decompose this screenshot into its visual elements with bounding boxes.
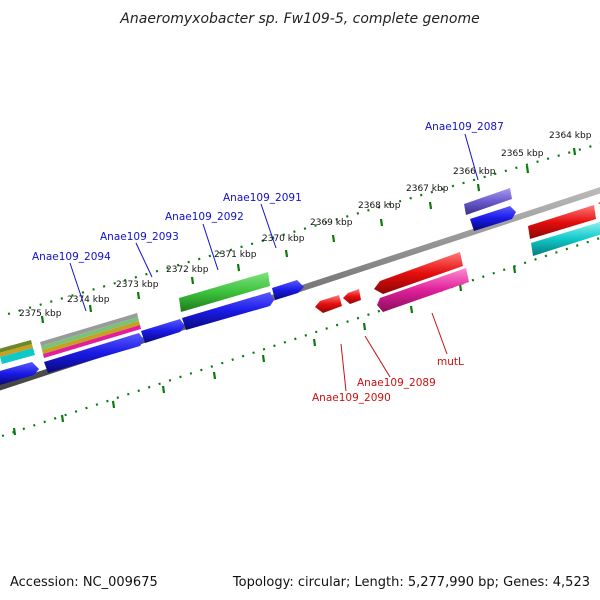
scale-label: 2374 kbp: [67, 295, 110, 305]
gene-blue-2092-inner[interactable]: [182, 292, 274, 330]
gene-label-anae109-2093: Anae109_2093: [100, 231, 179, 243]
forward-scale-ticks: [7, 142, 600, 316]
gene-label-anae109-2089: Anae109_2089: [357, 377, 436, 389]
scale-labels: 2364 kbp 2365 kbp 2366 kbp 2367 kbp 2368…: [19, 131, 592, 319]
gene-anae109-2087[interactable]: [464, 188, 512, 215]
gene-anae109-2090[interactable]: [315, 295, 342, 313]
gene-multicolor-2094-c[interactable]: [42, 321, 140, 354]
gene-anae109-2089[interactable]: [343, 289, 361, 304]
gene-blue-2091[interactable]: [272, 280, 304, 300]
gene-label-mutl: mutL: [437, 356, 464, 368]
scale-label: 2365 kbp: [501, 149, 544, 159]
scale-label: 2373 kbp: [116, 280, 159, 290]
gene-left-edge-stack-b[interactable]: [0, 344, 33, 357]
scale-label: 2368 kbp: [358, 201, 401, 211]
gene-left-edge-stack[interactable]: [0, 340, 32, 353]
gene-multicolor-2094-d[interactable]: [43, 325, 141, 358]
gene-blue-2094-inner[interactable]: [44, 333, 144, 373]
scale-label: 2367 kbp: [406, 184, 449, 194]
gene-cyan-right-edge[interactable]: [531, 222, 600, 256]
gene-blue-2093[interactable]: [141, 319, 185, 343]
gene-green-2092[interactable]: [179, 272, 270, 312]
scale-label: 2366 kbp: [453, 167, 496, 177]
scale-label: 2364 kbp: [549, 131, 592, 141]
map-title: Anaeromyxobacter sp. Fw109-5, complete g…: [119, 11, 479, 27]
gene-blue-2087-inner[interactable]: [470, 206, 516, 231]
scale-label: 2375 kbp: [19, 309, 62, 319]
gene-label-anae109-2090: Anae109_2090: [312, 392, 391, 404]
gene-label-anae109-2092: Anae109_2092: [165, 211, 244, 223]
gene-multicolor-2094[interactable]: [40, 313, 138, 346]
gene-blue-left-edge[interactable]: [0, 362, 39, 385]
scale-label: 2370 kbp: [262, 234, 305, 244]
gene-label-anae109-2094: Anae109_2094: [32, 251, 111, 263]
gene-left-edge-stack-c[interactable]: [0, 348, 35, 364]
gene-red-right-edge[interactable]: [528, 205, 596, 239]
scale-label: 2372 kbp: [166, 265, 209, 275]
accession-text: Accession: NC_009675: [10, 575, 158, 590]
gene-label-anae109-2091: Anae109_2091: [223, 192, 302, 204]
gene-label-anae109-2087: Anae109_2087: [425, 121, 504, 133]
gene-multicolor-2094-b[interactable]: [41, 317, 139, 350]
genome-summary-text: Topology: circular; Length: 5,277,990 bp…: [232, 575, 590, 590]
forward-gene-labels: [69, 133, 479, 312]
gene-mutl[interactable]: [377, 268, 469, 312]
reverse-gene-labels: [340, 312, 448, 392]
reverse-major-ticks: [12, 265, 517, 436]
forward-major-ticks: [40, 147, 577, 324]
scale-label: 2371 kbp: [214, 250, 257, 260]
gene-red-mutl-upper[interactable]: [374, 252, 463, 294]
scale-label: 2369 kbp: [310, 218, 353, 228]
